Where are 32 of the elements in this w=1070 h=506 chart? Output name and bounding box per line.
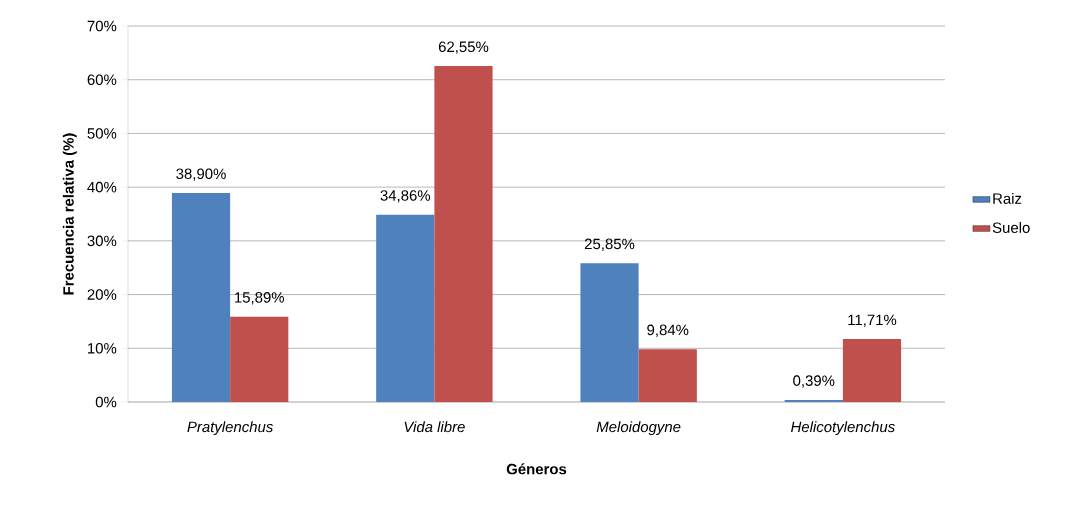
bar (638, 349, 697, 402)
x-tick-label: Helicotylenchus (791, 421, 895, 436)
y-tick-label: 70% (87, 20, 117, 32)
data-label: 11,71% (848, 314, 897, 327)
y-tick-label: 60% (87, 74, 117, 85)
legend-label: Raiz (993, 192, 1022, 204)
y-tick-label: 20% (87, 289, 117, 300)
bar (171, 193, 231, 402)
data-label: 34,86% (380, 190, 431, 203)
x-axis-title: Géneros (506, 463, 567, 475)
y-tick-label: 30% (87, 235, 117, 247)
bar (434, 66, 493, 402)
x-tick-label: Pratylenchus (187, 421, 273, 436)
data-label: 15,89% (235, 292, 285, 305)
y-axis-title: Frecuencia relativa (%) (62, 133, 77, 295)
bar (580, 263, 639, 402)
bar (230, 316, 289, 402)
bar (784, 399, 843, 402)
y-tick-label: 40% (87, 181, 117, 193)
bar (376, 214, 435, 402)
y-tick-label: 0% (95, 396, 117, 408)
x-tick-label: Meloidogyne (596, 421, 681, 436)
bar (842, 339, 902, 402)
data-label: 0,39% (793, 375, 835, 388)
data-label: 38,90% (176, 168, 226, 181)
y-tick-label: 10% (88, 342, 117, 354)
legend-label: Suelo (992, 221, 1030, 233)
data-label: 25,85% (584, 238, 635, 251)
y-tick-label: 50% (87, 128, 117, 139)
data-label: 62,55% (438, 41, 489, 54)
x-tick-label: Vida libre (404, 421, 465, 433)
data-label: 9,84% (647, 324, 689, 337)
